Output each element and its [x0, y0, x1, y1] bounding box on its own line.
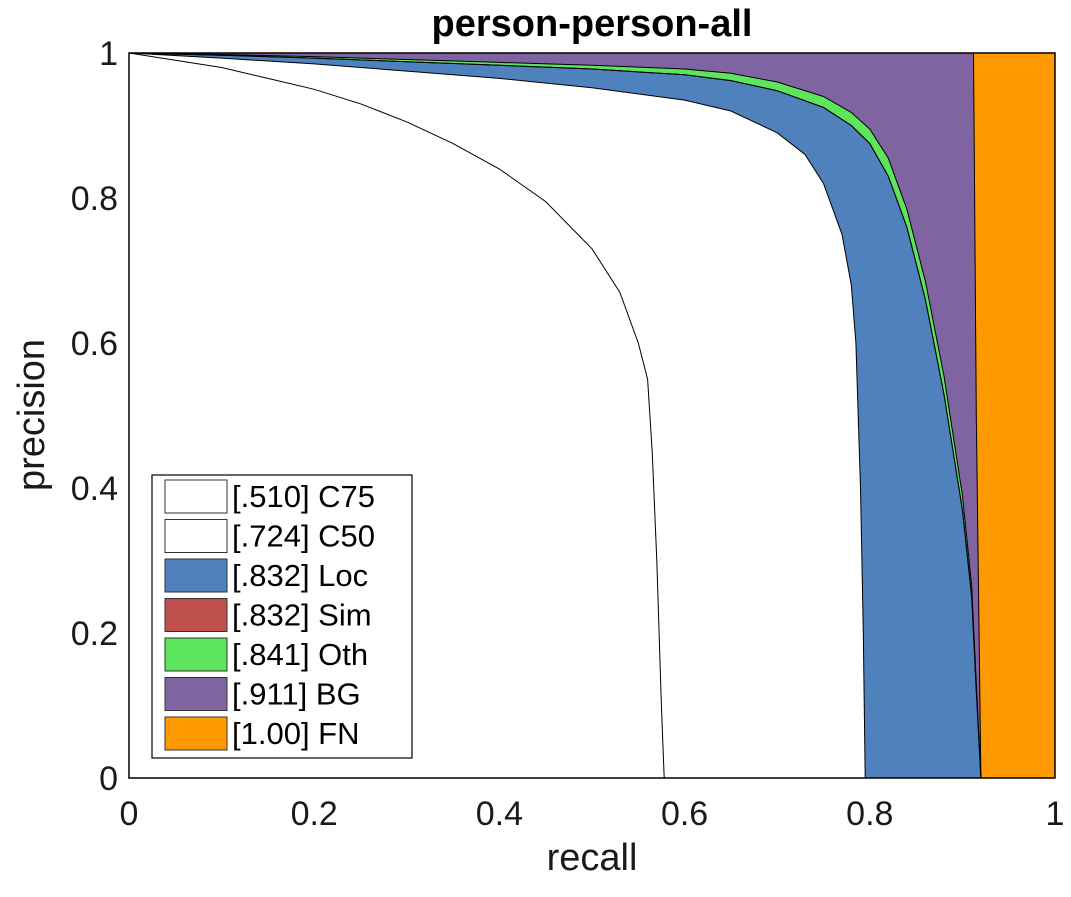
legend-swatch-fn	[164, 716, 228, 751]
legend-swatch-loc	[164, 558, 228, 593]
plot-frame	[128, 52, 1056, 779]
y-tick-label: 0.8	[71, 180, 118, 218]
legend-swatch-c50	[164, 519, 228, 553]
y-tick-label: 0.6	[71, 325, 118, 363]
x-tick-label: 0	[120, 795, 139, 833]
legend-label-oth: [.841] Oth	[232, 637, 368, 672]
y-axis-label: precision	[11, 339, 53, 491]
x-tick-label: 0.6	[661, 795, 708, 833]
x-axis-label: recall	[547, 837, 638, 879]
y-tick-label: 0	[99, 760, 118, 798]
y-axis: 0 0.2 0.4 0.6 0.8 1	[71, 35, 118, 798]
legend: [.510] C75 [.724] C50 [.832] Loc [.832] Sim…	[151, 474, 413, 759]
x-tick-label: 0.8	[846, 795, 893, 833]
curve-oth	[128, 52, 982, 779]
x-tick-label: 0.4	[476, 795, 523, 833]
legend-swatch-c75	[164, 479, 228, 514]
y-tick-label: 0.2	[71, 615, 118, 653]
y-tick-label: 0.4	[71, 470, 118, 508]
legend-label-bg: [.911] BG	[232, 677, 361, 712]
legend-label-fn: [1.00] FN	[232, 716, 360, 751]
legend-swatch-oth	[164, 637, 228, 672]
x-tick-label: 0.2	[291, 795, 338, 833]
curve-loc	[128, 52, 982, 779]
legend-label-loc: [.832] Loc	[232, 558, 368, 593]
legend-swatch-sim	[164, 598, 228, 632]
curve-c75	[128, 52, 665, 779]
chart-title: person-person-all	[432, 3, 753, 45]
x-tick-label: 1	[1046, 795, 1065, 833]
legend-label-c50: [.724] C50	[232, 519, 375, 554]
curve-layer	[128, 52, 982, 779]
x-axis: 0 0.2 0.4 0.6 0.8 1	[120, 795, 1065, 833]
y-tick-label: 1	[99, 35, 118, 73]
legend-label-c75: [.510] C75	[232, 479, 375, 514]
curve-c50	[128, 52, 866, 779]
legend-label-sim: [.832] Sim	[232, 598, 372, 633]
legend-swatch-bg	[164, 677, 228, 711]
